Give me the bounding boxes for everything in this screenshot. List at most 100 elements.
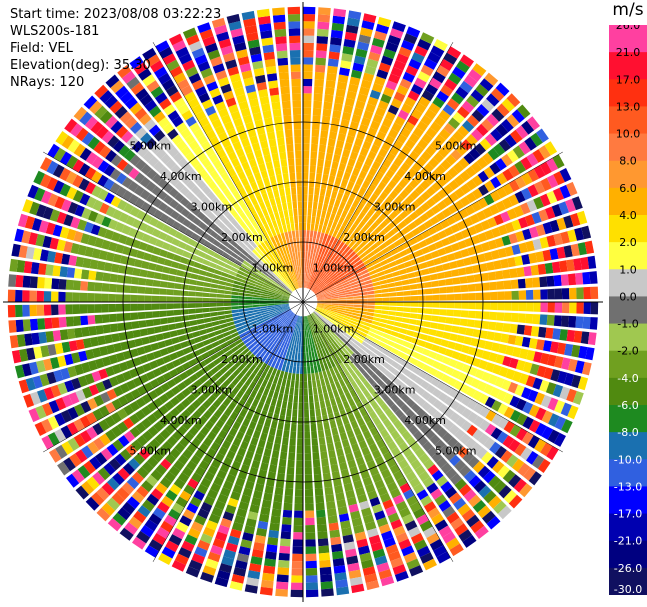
velocity-gate — [321, 348, 327, 356]
velocity-gate — [229, 328, 238, 335]
velocity-gate — [157, 72, 172, 85]
velocity-gate — [312, 260, 316, 268]
velocity-gate — [21, 230, 31, 244]
velocity-gate — [496, 103, 510, 117]
velocity-gate — [263, 51, 275, 61]
velocity-gate — [343, 482, 354, 492]
velocity-gate — [177, 157, 189, 169]
velocity-gate — [182, 218, 192, 228]
velocity-gate — [177, 454, 189, 466]
velocity-gate — [387, 104, 399, 115]
velocity-gate — [183, 377, 193, 387]
velocity-gate — [45, 331, 55, 343]
velocity-gate — [298, 323, 301, 331]
velocity-gate — [234, 276, 243, 282]
velocity-gate — [77, 219, 88, 231]
velocity-gate — [327, 508, 337, 517]
velocity-gate — [264, 117, 273, 126]
velocity-gate — [300, 244, 303, 252]
velocity-gate — [240, 263, 249, 270]
velocity-gate — [260, 30, 273, 39]
velocity-gate — [472, 264, 481, 274]
velocity-gate — [95, 271, 104, 281]
velocity-gate — [385, 80, 398, 91]
velocity-gate — [94, 452, 108, 466]
velocity-gate — [292, 93, 301, 101]
velocity-gate — [282, 280, 289, 287]
velocity-gate — [365, 483, 376, 494]
velocity-gate — [504, 302, 512, 311]
velocity-gate — [395, 388, 405, 398]
velocity-gate — [53, 369, 64, 383]
velocity-gate — [428, 102, 441, 115]
velocity-gate — [229, 411, 239, 421]
velocity-gate — [306, 230, 310, 238]
velocity-gate — [309, 282, 314, 290]
velocity-gate — [274, 294, 283, 298]
velocity-gate — [505, 345, 515, 356]
velocity-gate — [383, 475, 395, 486]
velocity-gate — [324, 305, 332, 308]
velocity-gate — [448, 358, 458, 368]
velocity-gate — [451, 325, 460, 334]
velocity-gate — [130, 294, 138, 302]
velocity-gate — [148, 262, 157, 271]
velocity-gate — [335, 140, 345, 149]
velocity-gate — [219, 230, 228, 239]
velocity-gate — [216, 307, 225, 311]
velocity-gate — [101, 283, 110, 292]
velocity-gate — [553, 274, 562, 287]
velocity-gate — [528, 338, 538, 349]
velocity-gate — [288, 328, 293, 336]
velocity-gate — [256, 317, 264, 323]
velocity-gate — [325, 435, 333, 444]
velocity-gate — [285, 310, 292, 316]
velocity-gate — [187, 297, 196, 302]
velocity-gate — [155, 464, 168, 476]
velocity-gate — [193, 490, 205, 501]
velocity-gate — [276, 472, 285, 481]
velocity-gate — [117, 408, 128, 420]
velocity-gate — [338, 354, 346, 362]
velocity-gate — [435, 353, 445, 362]
velocity-gate — [381, 383, 390, 393]
velocity-gate — [122, 462, 135, 476]
velocity-gate — [122, 163, 134, 175]
velocity-gate — [269, 175, 277, 184]
velocity-gate — [371, 391, 380, 401]
velocity-gate — [280, 348, 285, 356]
velocity-gate — [428, 367, 438, 377]
velocity-gate — [570, 243, 580, 257]
velocity-gate — [352, 307, 361, 311]
velocity-gate — [419, 262, 428, 270]
velocity-gate — [36, 290, 44, 302]
velocity-gate — [448, 179, 460, 191]
velocity-gate — [284, 231, 289, 240]
velocity-gate — [504, 134, 517, 148]
velocity-gate — [252, 490, 263, 500]
velocity-gate — [148, 539, 163, 552]
velocity-gate — [129, 56, 144, 69]
velocity-gate — [267, 537, 279, 546]
velocity-gate — [338, 295, 346, 298]
velocity-gate — [267, 366, 274, 375]
velocity-gate — [381, 247, 390, 255]
velocity-gate — [146, 493, 160, 506]
velocity-gate — [281, 100, 291, 109]
velocity-gate — [267, 221, 274, 230]
velocity-gate — [112, 140, 125, 153]
velocity-gate — [486, 331, 495, 341]
velocity-gate — [290, 284, 295, 291]
velocity-gate — [342, 149, 351, 158]
velocity-gate — [203, 74, 216, 85]
velocity-gate — [294, 244, 298, 253]
velocity-gate — [233, 236, 242, 245]
velocity-gate — [556, 246, 566, 259]
velocity-gate — [501, 235, 511, 246]
velocity-gate — [383, 86, 395, 98]
velocity-gate — [392, 326, 401, 333]
velocity-gate — [220, 83, 232, 94]
velocity-gate — [236, 94, 247, 104]
velocity-gate — [370, 541, 384, 552]
velocity-gate — [81, 207, 92, 220]
